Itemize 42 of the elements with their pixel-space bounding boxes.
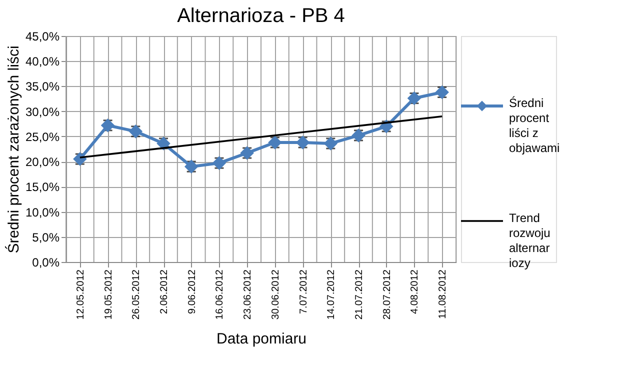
x-tick-label: 23.06.2012 (242, 269, 254, 320)
x-tick-label: 11.08.2012 (438, 269, 449, 319)
y-tick-label: 0,0% (32, 256, 60, 270)
point (352, 128, 366, 142)
x-tick-label: 7.07.2012 (298, 269, 310, 314)
point (73, 152, 87, 166)
x-tick-label: 12.05.2012 (75, 269, 86, 320)
point (407, 91, 422, 106)
x-tick-label: 26.05.2012 (131, 269, 142, 320)
y-tick-label: 10,0% (25, 205, 60, 220)
y-tick-label: 40,0% (25, 54, 60, 69)
x-tick-label: 28.07.2012 (382, 269, 393, 320)
y-axis-title: Średni procent zarażonych liści (4, 46, 22, 254)
y-tick-label: 35,0% (25, 80, 60, 94)
x-tick-label: 9.06.2012 (186, 269, 198, 314)
legend-label: Średni procent liści z objawami (509, 96, 560, 155)
point (296, 136, 310, 150)
point (268, 136, 282, 150)
point (240, 146, 254, 160)
point (156, 136, 170, 150)
y-tick-label: 5,0% (32, 230, 60, 244)
x-tick-label: 21.07.2012 (354, 269, 365, 320)
point (184, 160, 198, 174)
y-tick-label: 15,0% (25, 180, 60, 194)
y-tick-label: 25,0% (25, 130, 60, 144)
point (435, 85, 449, 100)
point (128, 124, 143, 138)
legend-label: Trend rozwoju alternariozy (509, 211, 550, 270)
point (212, 156, 226, 170)
point (324, 136, 338, 150)
x-tick-label: 14.07.2012 (326, 269, 338, 320)
point (100, 118, 115, 132)
x-tick-label: 19.05.2012 (103, 269, 114, 320)
x-tick-label: 2.06.2012 (159, 269, 170, 314)
x-tick-label: 16.06.2012 (214, 269, 226, 320)
x-tick-label: 30.06.2012 (270, 269, 282, 320)
y-tick-label: 20,0% (25, 155, 60, 170)
x-axis-title: Data pomiaru (216, 330, 307, 348)
y-tick-label: 30,0% (25, 104, 60, 119)
chart-title: Alternarioza - PB 4 (177, 5, 345, 27)
x-tick-label: 4.08.2012 (410, 269, 421, 314)
y-tick-label: 45,0% (25, 30, 60, 44)
